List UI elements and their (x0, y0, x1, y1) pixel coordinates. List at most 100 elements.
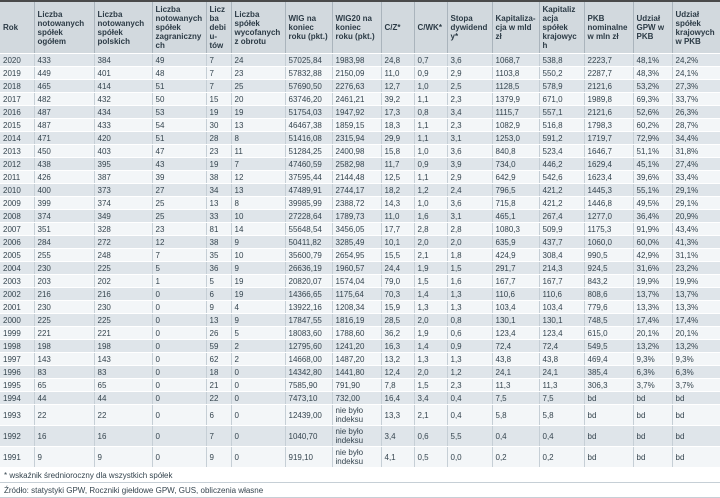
data-cell: 9 (94, 446, 153, 468)
source-row: Źródło: statystyki GPW, Roczniki giełdow… (0, 482, 720, 498)
data-cell: 50 (152, 92, 207, 106)
data-cell: 1,3 (447, 300, 493, 314)
data-cell: 399 (34, 196, 95, 210)
data-cell: 0 (152, 313, 207, 327)
data-cell: 12,5 (381, 170, 415, 184)
data-cell: 1175,3 (584, 222, 634, 236)
data-cell: 0 (231, 378, 286, 392)
data-cell: 18083,60 (285, 326, 333, 340)
data-cell: 1253,0 (492, 131, 540, 145)
data-cell: 123,4 (492, 326, 540, 340)
table-row: 1997 143 143 0 62 2 14668,00 1487,20 13,2 1,3 1,3 4… (0, 352, 720, 366)
data-cell: 225 (94, 313, 153, 327)
data-cell: 2,0 (414, 313, 448, 327)
data-cell: 7,8 (381, 378, 415, 392)
data-cell: 7,5 (492, 391, 540, 405)
data-cell: 349 (94, 209, 153, 223)
data-cell: 12,7 (381, 79, 415, 93)
column-header: Liczba notowanych spółek zagranicznych (152, 1, 207, 54)
table-row: 2004 230 225 5 36 9 26636,19 1960,57 24,4 1,9 1,5 2… (0, 261, 720, 275)
data-cell: 0 (152, 425, 207, 447)
data-cell: 2 (231, 339, 286, 353)
data-cell: 1277,0 (584, 209, 634, 223)
data-cell: 1816,19 (332, 313, 382, 327)
data-cell: 0,6 (414, 425, 448, 447)
year-cell: 1998 (0, 339, 35, 353)
data-cell: 38 (206, 235, 232, 249)
data-cell: 81 (206, 222, 232, 236)
data-cell: 230 (94, 300, 153, 314)
year-cell: 2017 (0, 92, 35, 106)
data-cell: 3285,49 (332, 235, 382, 249)
data-cell: 990,5 (584, 248, 634, 262)
data-cell: 65 (34, 378, 95, 392)
footnote-asterisk: * wskaźnik średnioroczny dla wszystkich … (0, 467, 720, 483)
data-cell: 221 (94, 326, 153, 340)
data-cell: 18,3 (381, 118, 415, 132)
data-cell: 225 (94, 261, 153, 275)
data-cell: 7 (206, 425, 232, 447)
data-cell: bd (672, 446, 720, 468)
data-cell: 130,1 (492, 313, 540, 327)
data-cell: 216 (34, 287, 95, 301)
year-cell: 2012 (0, 157, 35, 171)
data-cell: 1,0 (414, 79, 448, 93)
data-cell: 19 (231, 287, 286, 301)
data-cell: 9 (231, 261, 286, 275)
data-cell: 578,9 (539, 79, 585, 93)
data-cell: 2,9 (447, 170, 493, 184)
column-header: Rok (0, 1, 35, 54)
data-cell: 230 (34, 261, 95, 275)
data-cell: 17,4% (633, 313, 673, 327)
data-cell: 0 (231, 391, 286, 405)
data-cell: 1,3 (414, 352, 448, 366)
data-cell: 0,8 (447, 313, 493, 327)
data-cell: 6 (206, 404, 232, 426)
data-cell: 29,1% (672, 196, 720, 210)
data-cell: 44 (94, 391, 153, 405)
column-header: C/WK* (414, 1, 448, 54)
data-cell: 13 (231, 183, 286, 197)
data-cell: 7,5 (539, 391, 585, 405)
data-cell: 509,9 (539, 222, 585, 236)
data-cell: 1446,8 (584, 196, 634, 210)
data-cell: 0 (231, 446, 286, 468)
table-row: 1999 221 221 0 26 5 18083,60 1788,60 36,2 1,9 0,6 1… (0, 326, 720, 340)
data-cell: 2,1 (414, 404, 448, 426)
table-row: 1994 44 44 0 22 0 7473,10 732,00 16,4 3,4 0,4 7,5 7,… (0, 391, 720, 405)
table-row: 2003 203 202 1 5 19 20820,07 1574,04 79,0 1,5 1,6 1… (0, 274, 720, 288)
data-cell: 9,3% (633, 352, 673, 366)
data-cell: 47460,59 (285, 157, 333, 171)
data-cell: 10,1 (381, 235, 415, 249)
column-header: C/Z* (381, 1, 415, 54)
data-cell: 19,9% (633, 274, 673, 288)
data-cell: 43 (152, 157, 207, 171)
data-cell: 1629,4 (584, 157, 634, 171)
data-cell: 28,5 (381, 313, 415, 327)
data-cell: 12439,00 (285, 404, 333, 426)
data-cell: 0,4 (539, 425, 585, 447)
data-cell: 1989,8 (584, 92, 634, 106)
data-cell: 1,5 (447, 261, 493, 275)
data-cell: 13,7% (633, 287, 673, 301)
data-cell: 1,4 (414, 287, 448, 301)
data-cell: 3,4 (381, 425, 415, 447)
data-cell: 24,2% (672, 53, 720, 67)
data-cell: 308,4 (539, 248, 585, 262)
data-cell: bd (672, 391, 720, 405)
data-cell: 1788,60 (332, 326, 382, 340)
data-cell: 1798,3 (584, 118, 634, 132)
data-cell: 17,7 (381, 222, 415, 236)
data-cell: 13,3 (381, 404, 415, 426)
data-cell: 14 (231, 222, 286, 236)
source-note: Źródło: statystyki GPW, Roczniki giełdow… (0, 482, 720, 498)
column-header: Liczba notowanych spółek polskich (94, 1, 153, 54)
data-cell: 13 (231, 118, 286, 132)
column-header: Stopa dywidendy* (447, 1, 493, 54)
data-cell: 748,5 (584, 313, 634, 327)
data-cell: 12 (231, 170, 286, 184)
data-cell: 25 (152, 209, 207, 223)
table-row: 2016 487 434 53 19 19 51754,03 1947,92 17,3 0,8 3,… (0, 105, 720, 119)
data-cell: 34,4% (672, 131, 720, 145)
data-cell: 24,8 (381, 53, 415, 67)
